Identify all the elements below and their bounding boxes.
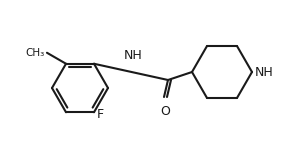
- Text: F: F: [97, 108, 104, 121]
- Text: NH: NH: [124, 49, 142, 62]
- Text: O: O: [160, 105, 170, 118]
- Text: NH: NH: [255, 66, 274, 78]
- Text: CH₃: CH₃: [26, 48, 45, 58]
